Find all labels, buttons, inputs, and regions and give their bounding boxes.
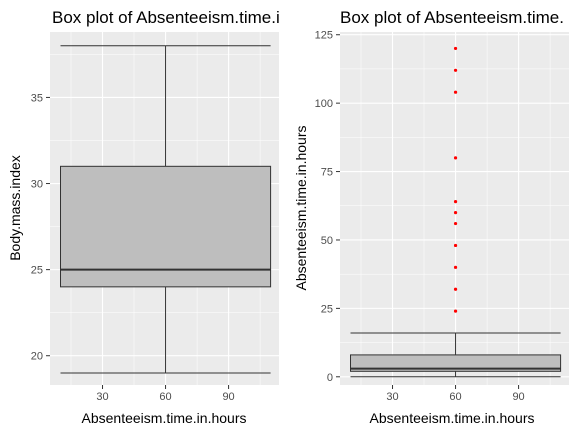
right-y-axis-title: Absenteeism.time.in.hours xyxy=(293,126,309,291)
y-tick-label: 125 xyxy=(315,30,333,42)
right-box-marks xyxy=(350,46,562,378)
y-tick-label: 100 xyxy=(315,98,333,110)
y-tick-label: 35 xyxy=(31,92,43,104)
y-tick-label: 50 xyxy=(321,235,333,247)
left-x-axis-title: Absenteeism.time.in.hours xyxy=(82,410,247,426)
right-ticks: 30 60 90 0 25 50 75 100 125 xyxy=(315,30,525,403)
x-tick-label: 60 xyxy=(159,391,171,403)
outlier-point xyxy=(453,68,458,72)
y-tick-label: 30 xyxy=(31,179,43,191)
left-y-axis-title: Body.mass.index xyxy=(7,155,23,261)
outlier-point xyxy=(453,221,458,226)
y-tick-label: 25 xyxy=(321,303,333,315)
right-chart: Box plot of Absenteeism.time. 30 60 90 0 25 5… xyxy=(293,8,569,426)
outlier-point xyxy=(453,243,458,248)
x-tick-label: 30 xyxy=(386,391,398,403)
outlier-point xyxy=(453,211,458,215)
box-iqr xyxy=(350,354,562,372)
right-chart-title: Box plot of Absenteeism.time. xyxy=(340,8,564,27)
y-tick-label: 0 xyxy=(327,372,333,384)
outlier-point xyxy=(453,156,458,160)
left-chart-title: Box plot of Absenteeism.time.i xyxy=(52,8,280,27)
outlier-point xyxy=(453,287,458,291)
right-x-axis-title: Absenteeism.time.in.hours xyxy=(370,410,535,426)
outlier-point xyxy=(453,90,458,94)
outlier-point xyxy=(453,309,458,313)
y-tick-label: 75 xyxy=(321,167,333,179)
y-tick-label: 20 xyxy=(31,351,43,363)
outlier-point xyxy=(453,46,458,51)
box-iqr xyxy=(60,165,272,288)
right-plot-panel xyxy=(340,32,569,385)
left-chart: Box plot of Absenteeism.time.i 30 60 90 20 2… xyxy=(7,8,280,426)
x-tick-label: 90 xyxy=(512,391,524,403)
x-tick-label: 90 xyxy=(222,391,234,403)
left-box-marks xyxy=(60,45,272,374)
x-tick-label: 60 xyxy=(449,391,461,403)
x-tick-label: 30 xyxy=(96,391,108,403)
left-ticks: 30 60 90 20 25 30 35 xyxy=(31,92,235,403)
outlier-point xyxy=(453,200,458,204)
y-tick-label: 25 xyxy=(31,265,43,277)
outlier-point xyxy=(453,265,458,269)
